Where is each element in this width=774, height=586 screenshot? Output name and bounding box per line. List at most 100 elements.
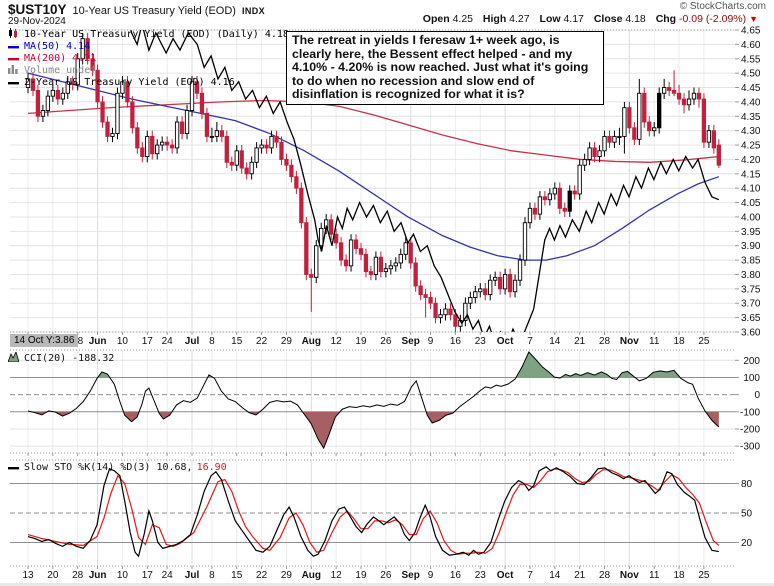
quote-high-label: High	[482, 13, 507, 25]
sto-k-line[interactable]	[27, 466, 719, 558]
chart-header: $UST10Y 10-Year US Treasury Yield (EOD) IN…	[8, 1, 265, 19]
price-legend: 10-Year US Treasury Yield (EOD) (Daily) …	[8, 28, 289, 89]
cci-axis-label: -100	[740, 407, 760, 418]
x-axis-label: 25	[698, 336, 710, 347]
price-axis-label: 4.10	[741, 184, 761, 195]
sto-legend-d-value: 16.90	[196, 462, 227, 473]
legend-volume-label: Volume undef	[24, 65, 97, 76]
two-year-line-icon	[8, 77, 21, 89]
x-axis-label: 15	[231, 570, 243, 581]
x-axis-label: 21	[574, 570, 586, 581]
x-axis-label: 9	[428, 336, 434, 347]
legend-ma50[interactable]: MA(50) 4.14	[8, 41, 289, 53]
price-axis-label: 4.40	[741, 97, 761, 108]
cci-legend[interactable]: CCI(20) -188.32	[7, 350, 115, 365]
price-axis-label: 4.65	[741, 26, 761, 37]
legend-ma200-label: MA(200) 4.21	[24, 53, 97, 64]
ma50-line-icon	[8, 41, 21, 53]
two-year-line[interactable]	[28, 0, 720, 346]
legend-two-year[interactable]: 2-Year US Treasury Yield (EOD) 4.16	[8, 77, 289, 89]
quote-high-value: 4.27	[509, 13, 530, 25]
x-axis-label: 18	[674, 570, 686, 581]
sto-axis-label: 50	[741, 509, 753, 520]
x-axis-label: Nov	[620, 336, 639, 347]
cci-axis-label: 200	[743, 356, 760, 367]
price-axis-label: 3.80	[741, 270, 761, 281]
x-axis-label: 14	[549, 570, 561, 581]
x-axis-label: 16	[450, 570, 462, 581]
price-grid-and-labels: 3.60 3.65 3.70 3.75 3.80 3.85 3.90 3.95 4.00 4.05…	[10, 26, 761, 339]
x-axis-label: Jun	[89, 336, 107, 347]
cci-axis-label: -200	[740, 424, 760, 435]
price-axis-label: 4.05	[741, 198, 761, 209]
x-axis-label: 23	[475, 336, 487, 347]
x-axis-label: 17	[142, 336, 154, 347]
volume-bars-icon	[8, 64, 21, 78]
price-axis-label: 4.50	[741, 69, 761, 80]
cci-area-icon	[7, 350, 21, 365]
candlestick-icon	[8, 28, 21, 42]
x-axis-label: 29	[281, 336, 293, 347]
quote-chg-value: -0.09 (-2.09%)	[679, 13, 747, 25]
x-axis-label: Oct	[497, 570, 514, 581]
x-axis-label: 11	[649, 570, 660, 581]
cci-panel: 200 100 0 -100 -200 -300	[10, 351, 760, 453]
ma50-line[interactable]	[27, 72, 720, 261]
price-axis-label: 3.70	[741, 299, 761, 310]
x-axis-label: Aug	[302, 570, 321, 581]
date-axis-labels: 131320202828JunJun101017172424JulJul8815…	[22, 336, 709, 581]
symbol[interactable]: $UST10Y	[8, 2, 67, 17]
x-axis-label: Sep	[402, 336, 420, 347]
sto-line-icon	[8, 462, 21, 473]
x-axis-label: 12	[331, 336, 343, 347]
ma200-line[interactable]	[27, 99, 719, 163]
cci-axis-label: -300	[740, 442, 760, 453]
panel-borders	[10, 29, 735, 569]
x-axis-label: 29	[281, 570, 293, 581]
x-axis-label: 14	[549, 336, 561, 347]
x-axis-label: 19	[355, 336, 367, 347]
cci-line[interactable]	[27, 351, 720, 450]
price-axis-label: 3.95	[741, 227, 761, 238]
copyright: © StockCharts.com	[679, 1, 766, 12]
quote-close-value: 4.18	[625, 13, 646, 25]
sto-legend[interactable]: Slow STO %K(14) %D(3) 10.68, 16.90	[8, 462, 227, 473]
x-axis-label: 17	[142, 570, 154, 581]
sto-d-line[interactable]	[27, 468, 720, 555]
sto-panel: 80 50 20	[10, 466, 753, 558]
cci-green-fill	[97, 352, 681, 378]
x-axis-label: Jul	[185, 336, 200, 347]
price-axis-label: 4.15	[741, 169, 761, 180]
x-axis-label: Sep	[402, 570, 420, 581]
x-axis-label: Aug	[302, 336, 321, 347]
quote-close-label: Close	[593, 13, 623, 25]
legend-main-series[interactable]: 10-Year US Treasury Yield (EOD) (Daily) …	[8, 28, 289, 42]
sto-legend-label: Slow STO %K(14) %D(3) 10.68,	[24, 462, 193, 473]
x-axis-label: 10	[117, 336, 129, 347]
annotation-note[interactable]: The retreat in yields I feresaw 1+ week …	[286, 31, 604, 105]
exchange-label: INDX	[241, 6, 266, 16]
legend-volume[interactable]: Volume undef	[8, 64, 289, 78]
x-axis-label: 24	[162, 570, 174, 581]
price-axis-label: 4.60	[741, 40, 761, 51]
x-axis-label: 28	[72, 570, 84, 581]
x-axis-label: 24	[162, 336, 174, 347]
cci-legend-label: CCI(20) -188.32	[24, 353, 115, 364]
x-axis-label: 11	[649, 336, 660, 347]
legend-ma200[interactable]: MA(200) 4.21	[8, 53, 289, 65]
x-axis-label: 20	[47, 570, 59, 581]
quote-low-value: 4.17	[563, 13, 584, 25]
price-axis-label: 4.25	[741, 141, 761, 152]
price-axis-label: 4.00	[741, 212, 761, 223]
x-axis-label: 28	[599, 570, 611, 581]
candles[interactable]	[25, 32, 721, 332]
chg-down-triangle-icon: ▼	[749, 14, 758, 24]
x-axis-label: 9	[428, 570, 434, 581]
cci-red-fill	[28, 411, 719, 449]
quote-low-label: Low	[539, 13, 561, 25]
x-axis-label: 8	[209, 570, 215, 581]
x-axis-label: 10	[117, 570, 129, 581]
price-axis-label: 4.45	[741, 83, 761, 94]
price-axis-label: 3.65	[741, 313, 761, 324]
